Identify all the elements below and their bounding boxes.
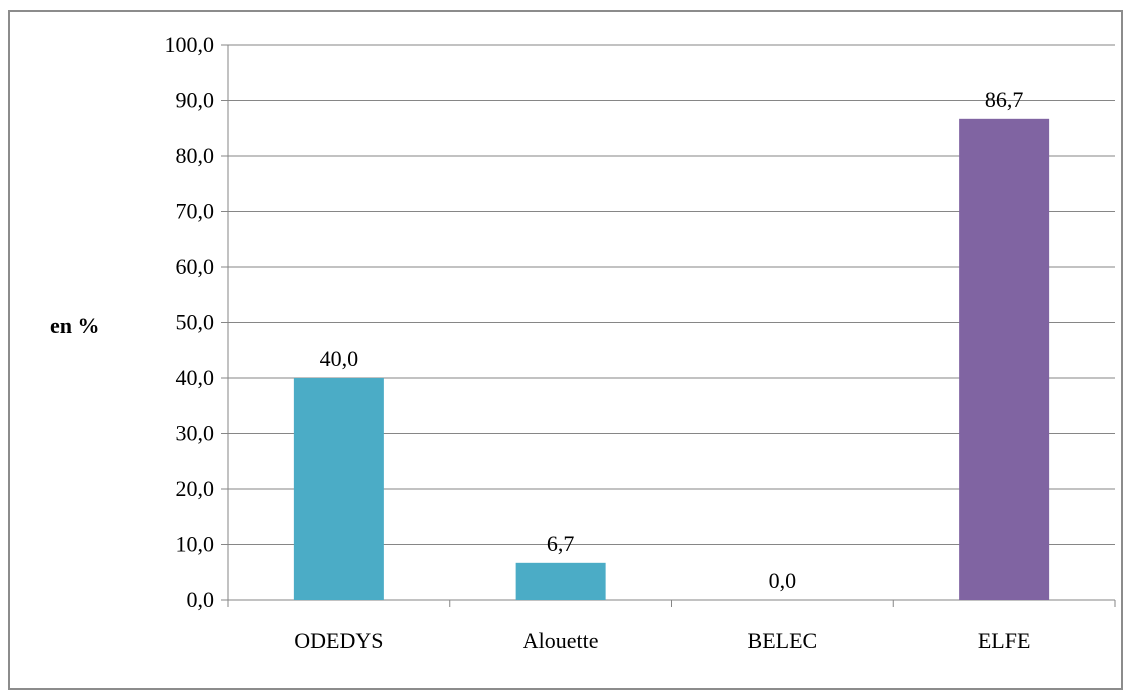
y-tick-label: 70,0 (176, 199, 215, 224)
bars (293, 118, 1050, 600)
y-tick-label: 10,0 (176, 532, 215, 557)
category-label: BELEC (748, 628, 818, 653)
bar-chart: 0,0 10,0 20,0 30,0 40,0 50,0 60,0 70,0 80,0 90,0 1… (50, 32, 1116, 653)
data-label: 6,7 (547, 531, 575, 556)
bar-alouette (515, 562, 606, 600)
y-tick-label: 30,0 (176, 421, 215, 446)
category-label: ODEDYS (294, 628, 383, 653)
y-tick-label: 90,0 (176, 88, 215, 113)
data-label: 0,0 (769, 568, 797, 593)
y-tick-label: 0,0 (187, 587, 215, 612)
bar-elfe (959, 118, 1050, 600)
data-label: 40,0 (320, 346, 359, 371)
bar-odedys (293, 378, 384, 600)
y-axis-title: en % (50, 313, 100, 338)
y-tick-label: 40,0 (176, 365, 215, 390)
y-tick-label: 100,0 (165, 32, 215, 57)
y-tick-label: 80,0 (176, 143, 215, 168)
y-tick-label: 20,0 (176, 476, 215, 501)
category-label: ELFE (978, 628, 1031, 653)
y-tick-label: 60,0 (176, 254, 215, 279)
x-category-labels: ODEDYS Alouette BELEC ELFE (294, 628, 1030, 653)
category-label: Alouette (523, 628, 599, 653)
data-labels: 40,0 6,7 0,0 86,7 (320, 87, 1024, 593)
y-tick-label: 50,0 (176, 310, 215, 335)
y-tick-labels: 0,0 10,0 20,0 30,0 40,0 50,0 60,0 70,0 80,0 90,0 1… (165, 32, 215, 612)
data-label: 86,7 (985, 87, 1024, 112)
